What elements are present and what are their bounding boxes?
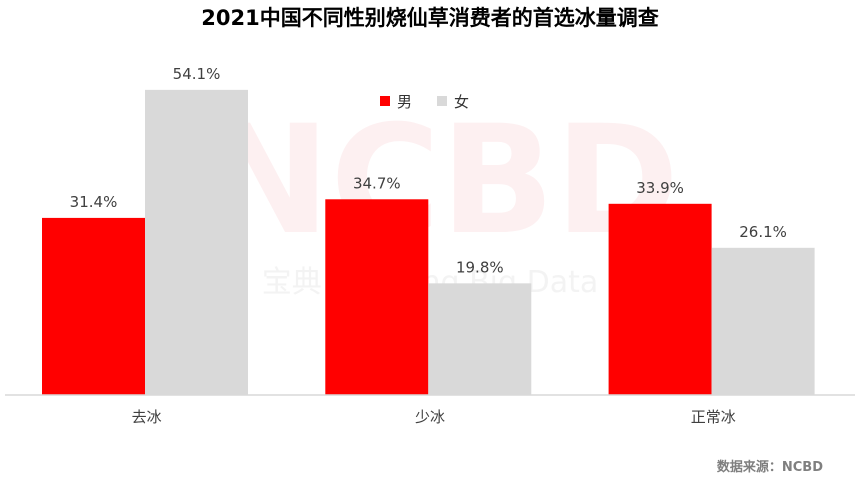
bars: 31.4% 54.1% 34.7% 19.8% 33.9% 26.1% bbox=[42, 65, 815, 395]
x-tick-label-0: 去冰 bbox=[132, 408, 162, 426]
data-label-female-2: 26.1% bbox=[739, 223, 787, 241]
data-label-male-0: 31.4% bbox=[70, 193, 118, 211]
x-axis-tick-labels: 去冰 少冰 正常冰 bbox=[132, 408, 736, 426]
data-label-male-2: 33.9% bbox=[636, 179, 684, 197]
data-label-female-1: 19.8% bbox=[456, 258, 504, 276]
bar-female-2 bbox=[711, 247, 815, 395]
x-tick-label-2: 正常冰 bbox=[691, 408, 736, 426]
watermark-logo: NCBD bbox=[205, 94, 679, 268]
data-label-male-1: 34.7% bbox=[353, 174, 401, 192]
source-note: 数据来源：NCBD bbox=[717, 459, 823, 475]
legend-label-female: 女 bbox=[454, 93, 469, 111]
bar-male-2 bbox=[608, 203, 712, 395]
legend-label-male: 男 bbox=[397, 93, 412, 111]
bar-male-0 bbox=[42, 217, 145, 395]
legend-swatch-male bbox=[380, 96, 390, 106]
watermark: NCBD 宝典 Catering Big Data bbox=[205, 94, 679, 300]
data-label-female-0: 54.1% bbox=[173, 65, 221, 83]
legend-swatch-female bbox=[437, 96, 447, 106]
legend: 男 女 bbox=[380, 93, 469, 111]
bar-female-1 bbox=[428, 283, 532, 395]
bar-female-0 bbox=[145, 89, 248, 395]
chart-title: 2021中国不同性别烧仙草消费者的首选冰量调查 bbox=[201, 6, 658, 30]
x-tick-label-1: 少冰 bbox=[415, 408, 445, 426]
bar-male-1 bbox=[325, 199, 429, 395]
